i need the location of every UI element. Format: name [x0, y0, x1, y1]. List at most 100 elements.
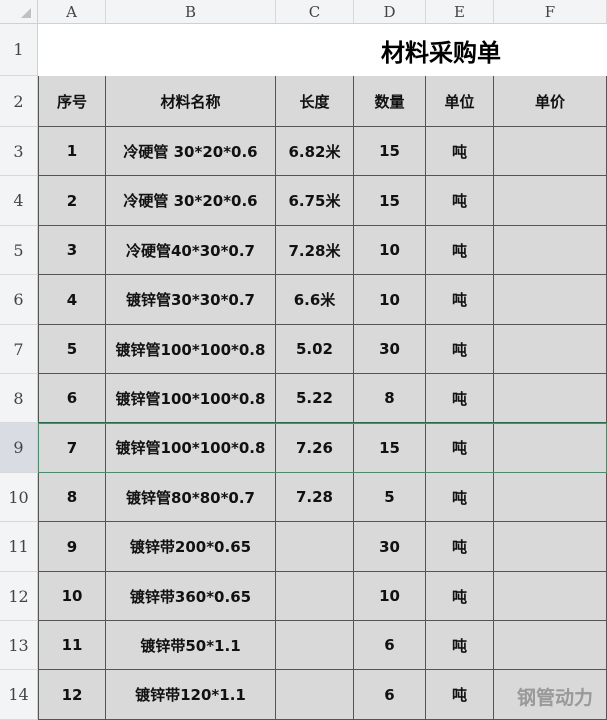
table-cell[interactable]: 5 [38, 325, 106, 374]
table-cell[interactable]: 镀锌带120*1.1 [106, 670, 276, 720]
table-cell[interactable] [276, 621, 354, 670]
header-cell[interactable]: 单位 [426, 76, 494, 127]
table-cell[interactable]: 吨 [426, 621, 494, 670]
table-cell[interactable]: 镀锌管80*80*0.7 [106, 473, 276, 522]
row-header-10[interactable]: 10 [0, 473, 38, 522]
table-cell[interactable]: 9 [38, 522, 106, 572]
column-header-D[interactable]: D [354, 0, 426, 24]
header-cell[interactable]: 材料名称 [106, 76, 276, 127]
table-cell[interactable]: 10 [354, 572, 426, 621]
table-cell[interactable]: 6 [354, 621, 426, 670]
row-header-4[interactable]: 4 [0, 176, 38, 226]
table-cell[interactable]: 镀锌管30*30*0.7 [106, 275, 276, 325]
table-cell[interactable] [494, 670, 607, 720]
sheet-title[interactable]: 材料采购单 [381, 38, 501, 67]
table-cell[interactable]: 1 [38, 127, 106, 176]
header-cell[interactable]: 序号 [38, 76, 106, 127]
table-cell[interactable] [494, 325, 607, 374]
table-cell[interactable] [494, 522, 607, 572]
table-cell[interactable]: 镀锌管100*100*0.8 [106, 374, 276, 423]
column-header-C[interactable]: C [276, 0, 354, 24]
column-header-B[interactable]: B [106, 0, 276, 24]
table-cell[interactable]: 15 [354, 423, 426, 473]
table-cell[interactable]: 吨 [426, 325, 494, 374]
table-cell[interactable]: 吨 [426, 127, 494, 176]
row-header-11[interactable]: 11 [0, 522, 38, 572]
table-cell[interactable]: 11 [38, 621, 106, 670]
table-cell[interactable]: 10 [354, 226, 426, 275]
table-cell[interactable]: 7 [38, 423, 106, 473]
table-cell[interactable]: 30 [354, 325, 426, 374]
table-cell[interactable]: 7.26 [276, 423, 354, 473]
table-cell[interactable]: 8 [354, 374, 426, 423]
row-header-1[interactable]: 1 [0, 24, 38, 76]
table-cell[interactable]: 10 [38, 572, 106, 621]
table-cell[interactable]: 吨 [426, 226, 494, 275]
header-cell[interactable]: 数量 [354, 76, 426, 127]
table-cell[interactable]: 5.22 [276, 374, 354, 423]
table-cell[interactable]: 7.28 [276, 473, 354, 522]
table-cell[interactable]: 镀锌带50*1.1 [106, 621, 276, 670]
column-header-A[interactable]: A [38, 0, 106, 24]
row-header-9[interactable]: 9 [0, 423, 38, 473]
table-cell[interactable]: 2 [38, 176, 106, 226]
table-cell[interactable]: 冷硬管 30*20*0.6 [106, 176, 276, 226]
row-header-13[interactable]: 13 [0, 621, 38, 670]
table-cell[interactable]: 吨 [426, 176, 494, 226]
column-header-F[interactable]: F [494, 0, 607, 24]
table-cell[interactable]: 吨 [426, 423, 494, 473]
table-cell[interactable]: 7.28米 [276, 226, 354, 275]
table-cell[interactable]: 冷硬管 30*20*0.6 [106, 127, 276, 176]
table-cell[interactable] [494, 473, 607, 522]
table-cell[interactable] [494, 226, 607, 275]
table-cell[interactable]: 8 [38, 473, 106, 522]
table-cell[interactable]: 6.75米 [276, 176, 354, 226]
table-cell[interactable] [276, 670, 354, 720]
table-cell[interactable]: 吨 [426, 572, 494, 621]
table-cell[interactable] [494, 423, 607, 473]
table-cell[interactable]: 6.82米 [276, 127, 354, 176]
table-cell[interactable]: 6 [354, 670, 426, 720]
table-cell[interactable] [276, 572, 354, 621]
table-cell[interactable]: 吨 [426, 670, 494, 720]
table-cell[interactable] [494, 621, 607, 670]
table-cell[interactable]: 3 [38, 226, 106, 275]
table-cell[interactable] [494, 127, 607, 176]
table-cell[interactable]: 10 [354, 275, 426, 325]
table-cell[interactable] [276, 522, 354, 572]
row-header-8[interactable]: 8 [0, 374, 38, 423]
table-cell[interactable]: 15 [354, 176, 426, 226]
table-cell[interactable] [494, 275, 607, 325]
select-all-corner[interactable] [0, 0, 38, 24]
table-cell[interactable]: 镀锌管100*100*0.8 [106, 325, 276, 374]
row-header-12[interactable]: 12 [0, 572, 38, 621]
table-cell[interactable]: 4 [38, 275, 106, 325]
table-cell[interactable]: 镀锌带360*0.65 [106, 572, 276, 621]
row-header-3[interactable]: 3 [0, 127, 38, 176]
table-cell[interactable]: 镀锌管100*100*0.8 [106, 423, 276, 473]
table-cell[interactable]: 镀锌带200*0.65 [106, 522, 276, 572]
table-cell[interactable]: 12 [38, 670, 106, 720]
table-cell[interactable]: 15 [354, 127, 426, 176]
row-header-2[interactable]: 2 [0, 76, 38, 127]
table-cell[interactable]: 6 [38, 374, 106, 423]
table-cell[interactable]: 5.02 [276, 325, 354, 374]
table-cell[interactable]: 5 [354, 473, 426, 522]
table-cell[interactable]: 30 [354, 522, 426, 572]
table-cell[interactable] [494, 176, 607, 226]
table-cell[interactable]: 6.6米 [276, 275, 354, 325]
header-cell[interactable]: 长度 [276, 76, 354, 127]
table-cell[interactable]: 吨 [426, 374, 494, 423]
row-header-14[interactable]: 14 [0, 670, 38, 720]
row-header-7[interactable]: 7 [0, 325, 38, 374]
table-cell[interactable]: 吨 [426, 473, 494, 522]
table-cell[interactable] [494, 374, 607, 423]
header-cell[interactable]: 单价 [494, 76, 607, 127]
table-cell[interactable] [494, 572, 607, 621]
row-header-5[interactable]: 5 [0, 226, 38, 275]
table-cell[interactable]: 吨 [426, 522, 494, 572]
column-header-E[interactable]: E [426, 0, 494, 24]
table-cell[interactable]: 吨 [426, 275, 494, 325]
row-header-6[interactable]: 6 [0, 275, 38, 325]
table-cell[interactable]: 冷硬管40*30*0.7 [106, 226, 276, 275]
